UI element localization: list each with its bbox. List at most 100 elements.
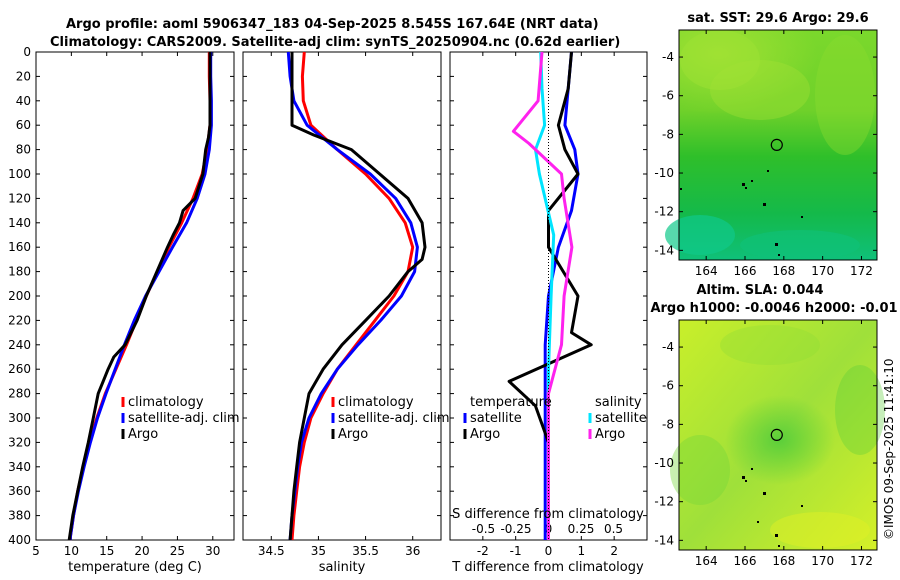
y-tick-label: 360 (8, 484, 31, 498)
sla-high-patch (770, 512, 870, 548)
y-tick-label: 400 (8, 533, 31, 547)
x-tick-label: 172 (850, 554, 873, 568)
x-tick-label: 164 (695, 554, 718, 568)
sla-map-frame (678, 319, 878, 551)
sla-map-ticks: 164 166 168 170 172 -4 -6 -8 -10 -12 -14 (654, 320, 877, 568)
y-tick-label: -4 (662, 340, 674, 354)
sst-cool-patch (665, 215, 735, 255)
temperature-axes (35, 51, 235, 541)
series-temperature-satellite (543, 51, 580, 540)
y-tick-label: 40 (16, 94, 31, 108)
sdiff-xlabel: S difference from climatology (452, 507, 644, 522)
x-tick-label: 36 (405, 544, 420, 558)
salinity-axes (242, 51, 442, 541)
legend-satellite: satellite-adj. clim (338, 411, 450, 426)
legend-argo: Argo (128, 427, 158, 442)
temperature-ticks: 0 20 40 60 80 100 120 140 160 180 200 220 240 260 280 3… (8, 45, 234, 558)
y-tick-label: -8 (662, 127, 674, 141)
legend-t-argo: Argo (470, 427, 500, 442)
difference-legend: temperature satellite Argo salinity sate… (463, 395, 647, 442)
temperature-legend: climatology satellite-adj. clim Argo (121, 395, 240, 442)
header-line-2: Climatology: CARS2009. Satellite-adj cli… (50, 35, 620, 50)
y-tick-label: -10 (654, 456, 674, 470)
series-satellite-adj-clim (286, 51, 419, 541)
y-tick-label: -14 (654, 243, 674, 257)
x-tick-label: 0 (545, 544, 553, 558)
y-tick-label: 220 (8, 313, 31, 327)
salinity-xlabel: salinity (319, 560, 366, 575)
sst-map-title: sat. SST: 29.6 Argo: 29.6 (687, 11, 868, 26)
y-tick-label: -12 (654, 495, 674, 509)
sst-map-frame (678, 29, 878, 261)
y-tick-label: -4 (662, 50, 674, 64)
legend-salinity-header: salinity (595, 395, 642, 410)
salinity-legend: climatology satellite-adj. clim Argo (331, 395, 450, 442)
y-tick-label: 300 (8, 411, 31, 425)
y-tick-label: -14 (654, 533, 674, 547)
y-tick-label: 200 (8, 289, 31, 303)
header-line-1: Argo profile: aoml 5906347_183 04-Sep-20… (66, 17, 599, 32)
y-tick-label: 380 (8, 509, 31, 523)
sst-warm-patch (815, 35, 875, 155)
y-tick-label: 120 (8, 191, 31, 205)
x-tick-label: 25 (170, 544, 185, 558)
salinity-ticks: 34.5 35 35.5 36 (243, 51, 441, 558)
sla-map-title: Altim. SLA: 0.044 (697, 283, 824, 298)
sla-map: 164 166 168 170 172 -4 -6 -8 -10 -12 -14 (654, 319, 885, 568)
sla-islands (742, 468, 803, 547)
x-tick-label: 166 (734, 554, 757, 568)
difference-lines (507, 51, 593, 540)
sst-warm-patch (680, 30, 760, 90)
x-tick-label: 35.5 (352, 544, 379, 558)
series-climatology (290, 51, 415, 541)
x-tick-label: 10 (64, 544, 79, 558)
y-tick-label: 140 (8, 216, 31, 230)
sst-cool-patch (740, 230, 860, 260)
imos-credit: ©IMOS 09-Sep-2025 11:41:10 (882, 358, 896, 540)
y-tick-label: 340 (8, 460, 31, 474)
x-tick-label: 34.5 (258, 544, 285, 558)
sst-warm-patch (710, 60, 810, 120)
argo-position-marker (770, 428, 783, 441)
y-tick-label: 20 (16, 69, 31, 83)
legend-satellite: satellite-adj. clim (128, 411, 240, 426)
x-tick-label: 15 (99, 544, 114, 558)
series-climatology (68, 52, 212, 541)
x-tick-label: -2 (477, 544, 489, 558)
x-tick-label: 2 (610, 544, 618, 558)
x-tick-label: 168 (772, 554, 795, 568)
legend-s-argo: Argo (595, 427, 625, 442)
x-tick-label: 166 (734, 264, 757, 278)
sst-map: 164 166 168 170 172 -4 -6 -8 -10 -12 -14 (654, 29, 878, 278)
x-tick-label: 170 (811, 554, 834, 568)
y-tick-label: 260 (8, 362, 31, 376)
salinity-lines (286, 51, 427, 541)
sst-islands (680, 170, 803, 256)
sla-map-subtitle: Argo h1000: -0.0046 h2000: -0.01 (650, 301, 897, 316)
legend-t-satellite: satellite (470, 411, 522, 426)
y-tick-label: 0 (23, 45, 31, 59)
x-tick-label: 5 (32, 544, 40, 558)
argo-position-marker (770, 138, 783, 151)
series-temperature-argo (507, 51, 593, 540)
s-diff-tick-label: -0.5 (472, 522, 495, 536)
series-argo (288, 52, 427, 541)
y-tick-label: 60 (16, 118, 31, 132)
series-salinity-argo (511, 51, 574, 540)
x-tick-label: 170 (811, 264, 834, 278)
s-diff-tick-label: -0.25 (500, 522, 531, 536)
y-tick-label: -8 (662, 417, 674, 431)
legend-s-satellite: satellite (595, 411, 647, 426)
y-tick-label: -6 (662, 89, 674, 103)
y-tick-label: 320 (8, 435, 31, 449)
x-tick-label: 168 (772, 264, 795, 278)
sla-low-patch (720, 325, 820, 365)
temperature-xlabel: temperature (deg C) (68, 560, 202, 575)
y-tick-label: -6 (662, 379, 674, 393)
sst-map-ticks: 164 166 168 170 172 -4 -6 -8 -10 -12 -14 (654, 30, 877, 278)
y-tick-label: -10 (654, 166, 674, 180)
s-diff-tick-label: 0.25 (568, 522, 595, 536)
x-tick-label: -1 (510, 544, 522, 558)
